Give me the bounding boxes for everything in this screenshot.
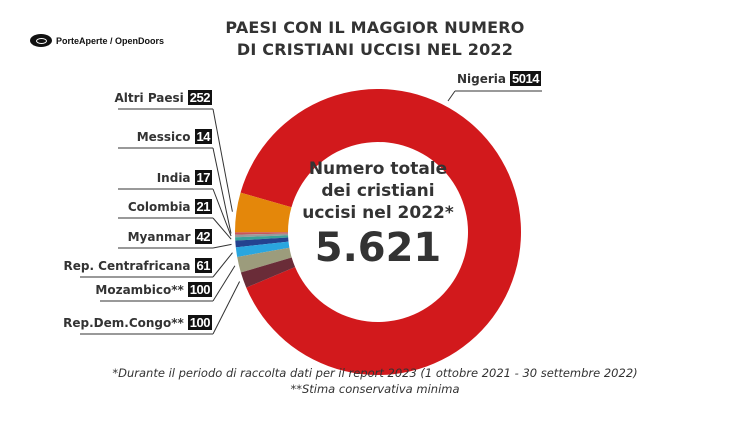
label-altri-paesi: Altri Paesi 252 — [114, 90, 212, 105]
label-name: India — [156, 170, 191, 185]
label-name: Altri Paesi — [114, 90, 184, 105]
slice-mozambico- — [237, 247, 292, 273]
label-name: Rep.Dem.Congo** — [63, 315, 184, 330]
slice-myanmar — [235, 237, 289, 248]
leader-line — [447, 90, 456, 102]
label-name: Myanmar — [127, 229, 191, 244]
leader-line — [212, 188, 232, 237]
label-value: 61 — [194, 258, 212, 273]
center-line-2: dei cristiani — [321, 181, 435, 201]
center-caption: Numero totale dei cristiani uccisi nel 2… — [290, 158, 466, 224]
center-line-1: Numero totale — [308, 159, 448, 179]
label-value: 252 — [187, 90, 212, 105]
label-mozambico-: Mozambico** 100 — [95, 282, 212, 297]
chart-title-line-2: DI CRISTIANI UCCISI NEL 2022 — [236, 40, 514, 59]
slice-altri-paesi — [235, 192, 292, 233]
slice-nigeria — [240, 89, 522, 376]
label-name: Rep. Centrafricana — [63, 258, 191, 273]
label-rep-dem-congo-: Rep.Dem.Congo** 100 — [63, 315, 212, 330]
slice-rep-centrafricana — [235, 241, 290, 257]
label-value: 42 — [194, 229, 212, 244]
label-value: 100 — [187, 282, 212, 297]
slice-india — [235, 233, 289, 238]
label-myanmar: Myanmar 42 — [128, 229, 212, 244]
chart-title-line-1: PAESI CON IL MAGGIOR NUMERO — [225, 18, 525, 37]
footnote-2: **Stima conservativa minima — [290, 382, 460, 396]
label-value: 21 — [194, 199, 212, 214]
label-value: 100 — [187, 315, 212, 330]
leader-line — [212, 108, 233, 212]
label-name: Colombia — [127, 199, 191, 214]
label-name: Mozambico** — [95, 282, 184, 297]
leader-line — [212, 243, 232, 249]
footnote-1: *Durante il periodo di raccolta dati per… — [112, 366, 638, 380]
leader-line — [212, 265, 236, 302]
label-name: Messico — [136, 129, 191, 144]
label-india: India 17 — [157, 170, 212, 185]
leader-line — [212, 217, 232, 240]
leader-line — [212, 281, 241, 335]
logo-text: PorteAperte / OpenDoors — [56, 35, 165, 46]
slice-rep-dem-congo- — [240, 257, 296, 288]
label-value: 17 — [194, 170, 212, 185]
label-messico: Messico 14 — [137, 129, 212, 144]
leader-line — [212, 147, 232, 234]
leader-line — [212, 252, 233, 278]
label-name: Nigeria — [457, 71, 507, 86]
slice-colombia — [235, 235, 289, 241]
label-rep-centrafricana: Rep. Centrafricana 61 — [63, 258, 212, 273]
label-value: 5014 — [510, 71, 541, 86]
label-colombia: Colombia 21 — [128, 199, 212, 214]
center-line-3: uccisi nel 2022* — [302, 203, 454, 223]
open-doors-logo: PorteAperte / OpenDoors — [30, 34, 164, 47]
slice-messico — [235, 232, 289, 235]
fish-logo-icon — [30, 34, 52, 47]
total-value: 5.621 — [314, 225, 442, 271]
label-value: 14 — [194, 129, 212, 144]
label-nigeria: Nigeria 5014 — [457, 71, 541, 86]
